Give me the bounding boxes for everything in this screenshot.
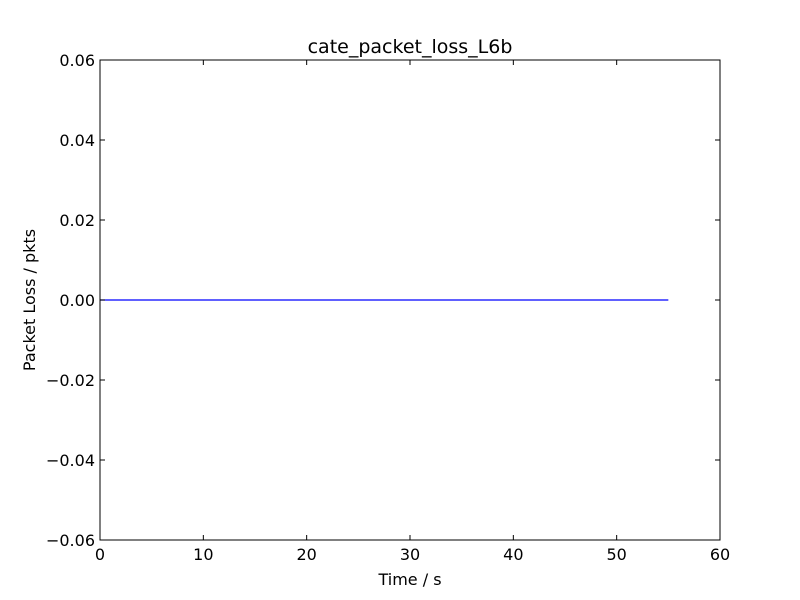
y-tick-label: −0.04 <box>46 451 95 470</box>
plot-frame <box>99 59 721 541</box>
x-axis-label: Time / s <box>377 570 441 589</box>
x-tick-label: 50 <box>606 545 626 564</box>
y-tick-label: 0.00 <box>59 291 95 310</box>
x-tick-label: 10 <box>193 545 213 564</box>
x-tick-label: 40 <box>503 545 523 564</box>
x-tick-label: 0 <box>95 545 105 564</box>
y-tick-label: 0.02 <box>59 211 95 230</box>
y-tick-label: 0.04 <box>59 131 95 150</box>
x-tick-label: 20 <box>296 545 316 564</box>
y-tick-label: 0.06 <box>59 51 95 70</box>
y-axis-label: Packet Loss / pkts <box>20 229 39 371</box>
chart-title: cate_packet_loss_L6b <box>308 36 513 58</box>
y-tick-label: −0.06 <box>46 531 95 550</box>
x-tick-label: 30 <box>400 545 420 564</box>
x-tick-label: 60 <box>710 545 730 564</box>
tick-labels: 0 10 20 30 40 50 60 −0.06 −0.04 −0.02 0.00 0.02 0.04… <box>46 51 730 564</box>
y-tick-label: −0.02 <box>46 371 95 390</box>
